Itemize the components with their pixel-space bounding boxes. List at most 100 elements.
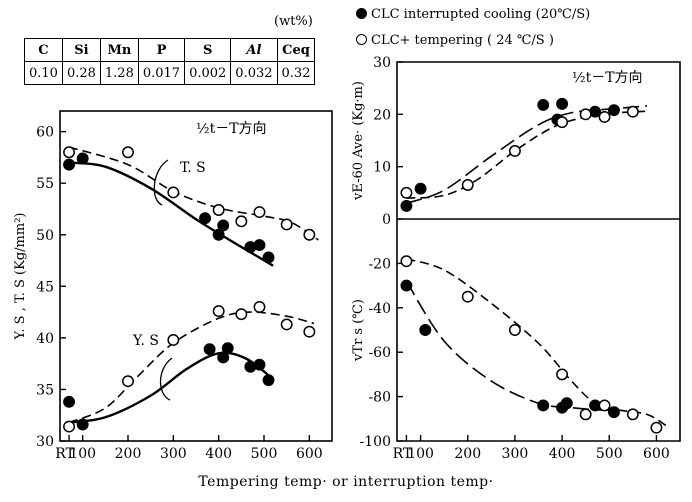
value-cell: 1.28 xyxy=(99,61,139,85)
position-label: ½t－T方向 xyxy=(572,70,643,86)
data-point-open xyxy=(167,333,180,346)
data-point-filled xyxy=(63,158,76,171)
data-point-open xyxy=(280,218,293,231)
header-cell: P xyxy=(137,38,186,62)
value-cell: 0.28 xyxy=(61,61,101,85)
data-point-filled xyxy=(253,358,266,371)
x-tick-label: RT xyxy=(393,446,413,462)
value-cell: 0.017 xyxy=(137,61,186,85)
data-point-open xyxy=(400,255,413,268)
y-tick-label: 40 xyxy=(36,331,54,347)
legend-item-filled: CLC interrupted cooling (20℃/S) xyxy=(356,7,590,22)
data-point-open xyxy=(167,186,180,199)
data-point-open xyxy=(303,325,316,338)
fit-curve-long-dash xyxy=(406,105,648,205)
legend-label: CLC+ tempering ( 24 ℃/S ) xyxy=(371,33,554,48)
fit-curve-dashed xyxy=(406,110,648,199)
data-point-open xyxy=(63,420,76,433)
data-point-open xyxy=(598,111,611,123)
composition-table: C Si Mn P S Al Ceq 0.10 0.28 1.28 0.017 … xyxy=(24,38,316,85)
data-point-filled xyxy=(63,395,76,408)
ts-bracket xyxy=(153,159,169,206)
x-tick-label: 200 xyxy=(115,446,142,462)
x-tick-label: 600 xyxy=(643,446,670,462)
data-point-filled xyxy=(262,251,275,264)
data-point-filled xyxy=(537,98,550,111)
data-point-open xyxy=(579,408,592,421)
y-tick-label: -60 xyxy=(368,345,391,361)
x-tick-label: 400 xyxy=(549,446,576,462)
y-axis-label: Y. S , T. S (Kg/mm²) xyxy=(13,213,28,341)
y-tick-label: 30 xyxy=(36,434,54,450)
open-circle-icon xyxy=(356,34,367,45)
y-tick-label: 50 xyxy=(36,228,54,244)
data-point-open xyxy=(461,290,474,303)
header-cell: Si xyxy=(61,38,101,62)
y-tick-label: 35 xyxy=(36,382,54,398)
data-point-open xyxy=(626,105,639,118)
data-point-filled xyxy=(76,152,89,165)
plot-frame xyxy=(396,61,681,219)
data-point-filled xyxy=(217,219,230,232)
y-tick-label: -80 xyxy=(368,390,391,406)
curve-label-ys: Y. S xyxy=(132,333,159,349)
x-tick-label: 200 xyxy=(454,446,481,462)
y-tick-label: -100 xyxy=(360,434,391,450)
data-point-filled xyxy=(400,279,413,292)
data-point-open xyxy=(461,179,474,191)
x-tick-label: 300 xyxy=(160,446,187,462)
x-tick-label: 400 xyxy=(205,446,232,462)
position-label: ½t－T方向 xyxy=(196,121,267,137)
filled-circle-icon xyxy=(356,8,367,19)
header-cell: S xyxy=(184,38,232,62)
data-point-filled xyxy=(203,343,216,356)
data-point-open xyxy=(598,399,611,412)
data-point-open xyxy=(400,186,413,199)
legend-item-open: CLC+ tempering ( 24 ℃/S ) xyxy=(356,33,554,48)
y-tick-label: 20 xyxy=(373,107,391,123)
data-point-open xyxy=(235,308,248,321)
data-point-open xyxy=(122,146,134,159)
data-point-filled xyxy=(560,397,573,410)
data-point-filled xyxy=(76,418,89,431)
data-point-filled xyxy=(414,182,427,195)
data-point-filled xyxy=(608,104,620,117)
x-axis-label: Tempering temp· or interruption temp· xyxy=(198,474,494,490)
y-tick-label: 10 xyxy=(373,160,391,176)
data-point-open xyxy=(508,324,521,336)
data-point-filled xyxy=(262,374,275,387)
data-point-open xyxy=(556,116,569,129)
fit-curve-dashed xyxy=(68,311,315,424)
header-cell: Al xyxy=(230,38,278,62)
data-point-open xyxy=(212,204,225,216)
fit-curve-long-dash xyxy=(405,280,619,411)
data-point-open xyxy=(626,408,639,421)
y-tick-label: 0 xyxy=(382,212,391,228)
plot-frame xyxy=(396,219,681,442)
y-tick-label: 60 xyxy=(36,125,54,141)
fit-curve-solid xyxy=(68,351,274,424)
curve-label-ts: T. S xyxy=(180,160,206,176)
y-tick-label: 30 xyxy=(373,55,391,71)
x-tick-label: 100 xyxy=(407,446,434,462)
y-tick-label: -20 xyxy=(368,256,391,272)
data-point-filled xyxy=(400,199,413,212)
y-tick-label: 45 xyxy=(36,279,54,295)
data-point-filled xyxy=(608,406,620,419)
data-point-filled xyxy=(199,212,212,225)
data-point-open xyxy=(303,228,316,241)
y-tick-label: -40 xyxy=(368,301,391,317)
data-point-open xyxy=(280,318,293,331)
legend-label: CLC interrupted cooling (20℃/S) xyxy=(371,7,591,22)
data-point-open xyxy=(63,146,76,159)
y-axis-label: vE-60 Ave· (Kg·m) xyxy=(351,81,366,201)
y-axis-label: vTr s (℃) xyxy=(351,299,366,362)
data-point-open xyxy=(253,206,266,219)
x-tick-label: 500 xyxy=(596,446,623,462)
data-point-open xyxy=(235,215,248,228)
data-point-open xyxy=(122,375,134,388)
ys-bracket xyxy=(159,357,173,401)
data-point-open xyxy=(508,145,521,157)
units-note: (wt%) xyxy=(274,14,313,29)
x-tick-label: RT xyxy=(55,446,75,462)
